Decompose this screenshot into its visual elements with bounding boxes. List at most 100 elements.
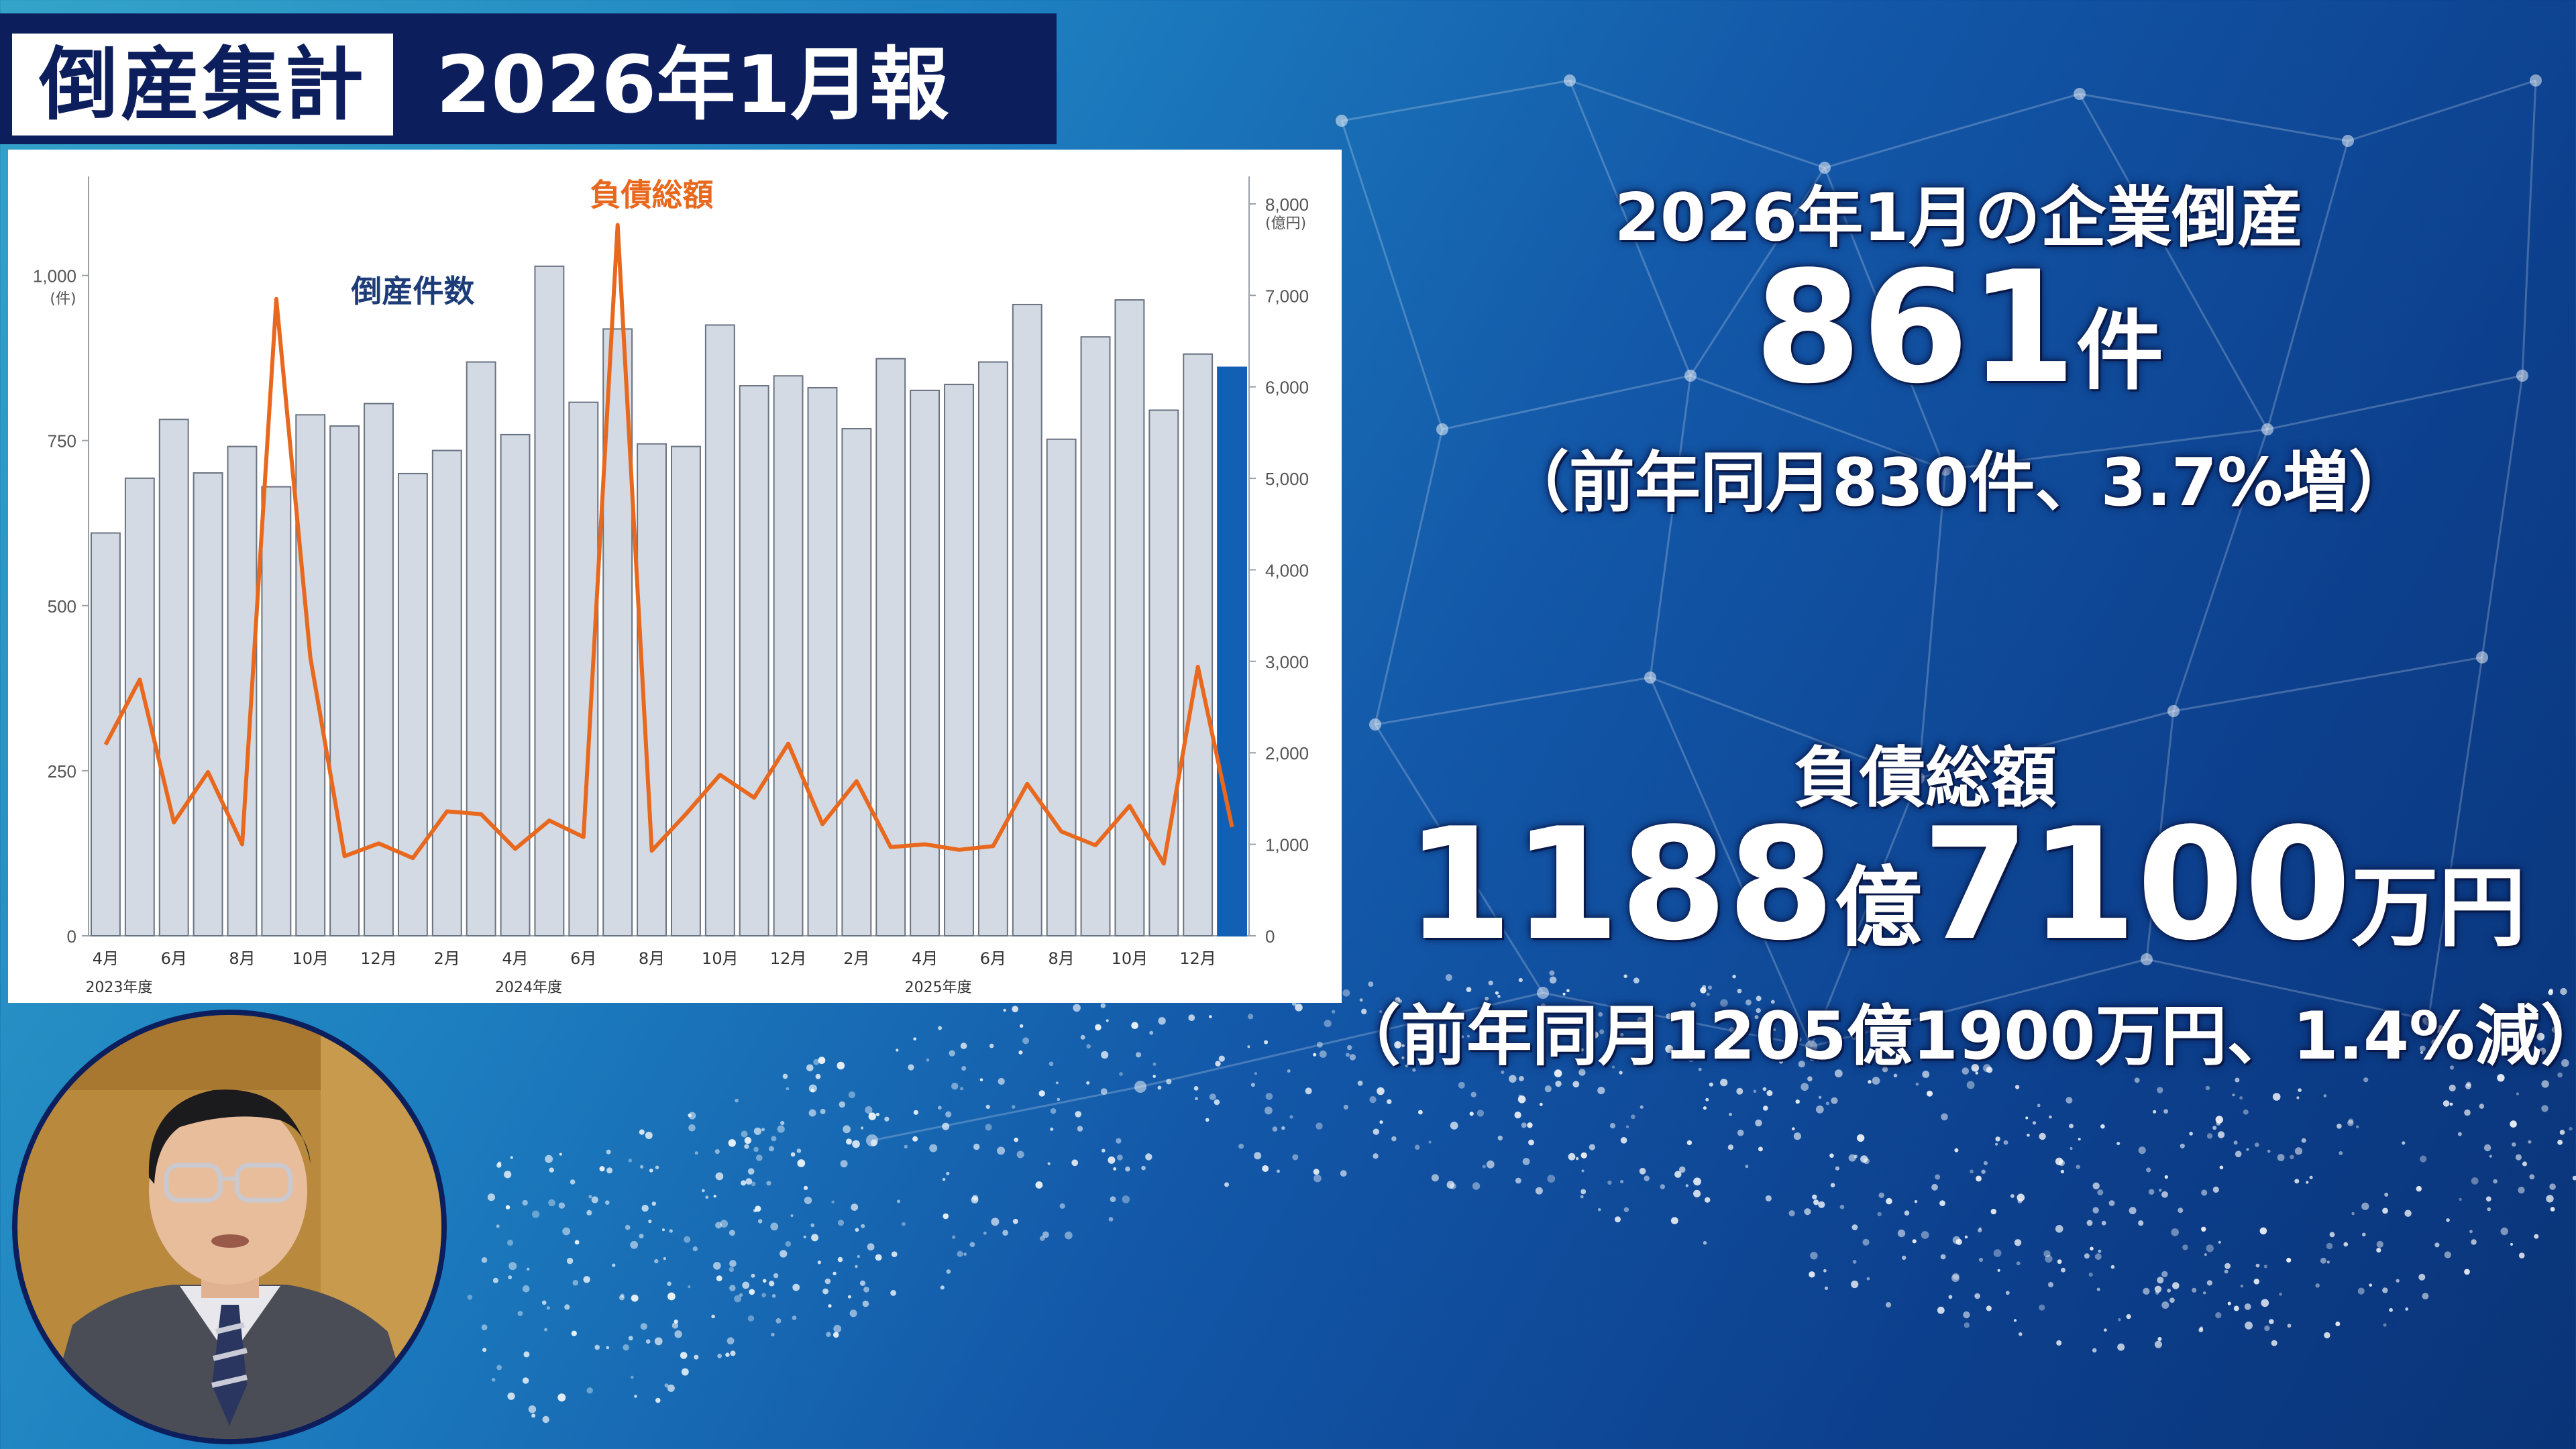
- wave-dot: [692, 1246, 698, 1252]
- wave-dot: [1272, 1126, 1278, 1132]
- wave-dot: [1831, 1097, 1838, 1104]
- wave-dot: [803, 1235, 806, 1238]
- wave-dot: [2198, 1328, 2204, 1333]
- wave-dot: [2032, 1121, 2037, 1125]
- wave-dot: [2363, 1077, 2369, 1083]
- wave-dot: [599, 1166, 605, 1172]
- wave-dot: [855, 1265, 858, 1269]
- wave-dot: [716, 1275, 722, 1281]
- wave-dot: [1550, 1042, 1557, 1049]
- wave-dot: [1681, 1011, 1688, 1018]
- wave-dot: [1401, 1044, 1405, 1048]
- wave-dot: [1095, 1024, 1102, 1031]
- wave-dot: [1964, 1322, 1970, 1328]
- x-tick-label: 12月: [360, 949, 397, 968]
- y-right-tick-label: 4,000: [1265, 560, 1309, 580]
- wave-dot: [729, 1267, 735, 1273]
- wave-dot: [619, 1295, 625, 1301]
- wave-dot: [1866, 1277, 1870, 1281]
- wave-dot: [1361, 1008, 1367, 1015]
- wave-dot: [1707, 985, 1713, 990]
- wave-dot: [1665, 1044, 1674, 1053]
- wave-dot: [840, 1160, 848, 1168]
- wave-dot: [1915, 1082, 1919, 1086]
- wave-dot: [2010, 1194, 2015, 1198]
- network-line: [1140, 991, 1544, 1088]
- wave-dot: [2326, 1242, 2333, 1250]
- wave-dot: [2548, 988, 2553, 993]
- wave-dot: [1693, 1177, 1701, 1186]
- wave-dot: [2471, 1239, 2477, 1245]
- network-node: [1369, 718, 1381, 731]
- wave-dot: [1885, 1302, 1892, 1308]
- network-line: [2481, 375, 2524, 658]
- network-node: [2422, 1014, 2434, 1026]
- wave-dot: [562, 1227, 571, 1236]
- wave-dot: [1418, 1110, 1423, 1115]
- wave-dot: [1071, 1159, 1079, 1167]
- wave-dot: [2561, 1059, 2569, 1067]
- wave-dot: [1373, 1128, 1379, 1135]
- wave-dot: [730, 1350, 736, 1356]
- y-right-tick-label: 1,000: [1265, 835, 1309, 855]
- wave-dot: [1921, 1231, 1929, 1239]
- wave-dot: [769, 1281, 775, 1287]
- wave-dot: [1720, 999, 1728, 1007]
- wave-dot: [594, 1344, 600, 1350]
- wave-dot: [1856, 1134, 1865, 1142]
- wave-dot: [1475, 1025, 1478, 1028]
- wave-dot: [833, 1324, 842, 1333]
- wave-dot: [2055, 1157, 2063, 1166]
- wave-dot: [837, 1256, 843, 1263]
- wave-dot: [2039, 1304, 2045, 1311]
- wave-dot: [1773, 1028, 1776, 1032]
- wave-dot: [2245, 1322, 2253, 1330]
- wave-dot: [1450, 1122, 1458, 1130]
- wave-dot: [1762, 1087, 1767, 1091]
- x-tick-label: 2月: [843, 949, 869, 968]
- wave-dot: [1755, 1119, 1762, 1127]
- wave-dot: [1461, 1035, 1464, 1038]
- wave-dot: [751, 1181, 756, 1187]
- wave-dot: [952, 1235, 956, 1239]
- wave-dot: [1598, 1012, 1603, 1017]
- wave-dot: [1501, 1021, 1506, 1026]
- network-line: [2173, 656, 2483, 712]
- wave-dot: [1927, 1090, 1933, 1097]
- wave-dot: [808, 1109, 816, 1117]
- wave-dot: [2497, 1074, 2505, 1082]
- wave-dot: [1972, 1051, 1980, 1058]
- wave-dot: [496, 1364, 502, 1371]
- wave-dot: [1316, 1041, 1323, 1048]
- wave-dot: [786, 1087, 790, 1091]
- wave-dot: [1580, 1195, 1584, 1199]
- wave-dot: [1049, 1061, 1054, 1067]
- wave-dot: [664, 1383, 669, 1388]
- wave-dot: [2549, 1183, 2556, 1190]
- wave-dot: [481, 1257, 488, 1263]
- wave-dot: [2206, 1280, 2212, 1286]
- wave-dot: [2097, 1189, 2104, 1195]
- wave-dot: [640, 1323, 647, 1330]
- wave-dot: [1640, 1105, 1644, 1109]
- network-line: [2427, 657, 2483, 1020]
- wave-dot: [1922, 1071, 1930, 1078]
- wave-dot: [1732, 975, 1736, 979]
- wave-dot: [2290, 1155, 2294, 1160]
- wave-dot: [749, 1289, 755, 1295]
- wave-dot: [2013, 1319, 2017, 1322]
- wave-dot: [2335, 1322, 2341, 1326]
- count-bar: [500, 433, 531, 936]
- wave-dot: [1359, 998, 1363, 1002]
- wave-dot: [2069, 1124, 2074, 1128]
- wave-dot: [1346, 1053, 1350, 1057]
- wave-dot: [2457, 1132, 2462, 1136]
- wave-dot: [822, 1288, 828, 1295]
- count-bar: [261, 486, 292, 936]
- count-bar: [704, 324, 735, 936]
- wave-dot: [729, 1285, 736, 1291]
- wave-dot: [667, 1292, 676, 1301]
- wave-dot: [541, 1300, 547, 1305]
- bankruptcy-chart: 0 250 500 750 1,000 (件) 0 1,000 2,000 3,000 4,000 5…: [33, 176, 1309, 996]
- wave-dot: [2233, 1140, 2238, 1145]
